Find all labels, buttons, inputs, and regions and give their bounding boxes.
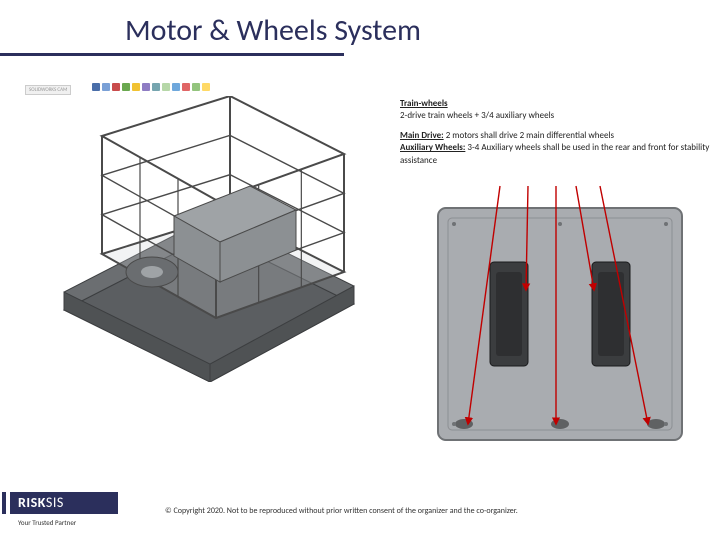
toolbar-icon [202, 83, 210, 91]
toolbar-icon [102, 83, 110, 91]
toolbar-icon [112, 83, 120, 91]
footer-brand: RISKSIS [18, 494, 64, 511]
toolbar-icon [122, 83, 130, 91]
bottom-view [432, 202, 688, 446]
toolbar-icon [92, 83, 100, 91]
title-rule [0, 53, 344, 56]
cad-toolbar [92, 83, 210, 91]
train-wheels-sub: 2-drive train wheels + 3/4 auxiliary whe… [400, 110, 710, 122]
toolbar-icon [192, 83, 200, 91]
toolbar-icon [182, 83, 190, 91]
toolbar-icon [152, 83, 160, 91]
toolbar-icon [142, 83, 150, 91]
copyright: © Copyright 2020. Not to be reproduced w… [165, 506, 518, 516]
cad-app-label: SOLIDWORKS CAM [25, 85, 71, 95]
toolbar-icon [132, 83, 140, 91]
toolbar-icon [162, 83, 170, 91]
footer-tagline: Your Trusted Partner [18, 518, 76, 527]
cad-isometric-view [24, 96, 384, 382]
slide-title: Motor & Wheels System [125, 12, 421, 49]
aux-wheels-line: Auxiliary Wheels: 3-4 Auxiliary wheels s… [400, 142, 710, 166]
description-block: Train-wheels 2-drive train wheels + 3/4 … [400, 98, 710, 167]
train-wheels-heading: Train-wheels [400, 98, 710, 110]
toolbar-icon [172, 83, 180, 91]
main-drive-line: Main Drive: 2 motors shall drive 2 main … [400, 130, 710, 142]
